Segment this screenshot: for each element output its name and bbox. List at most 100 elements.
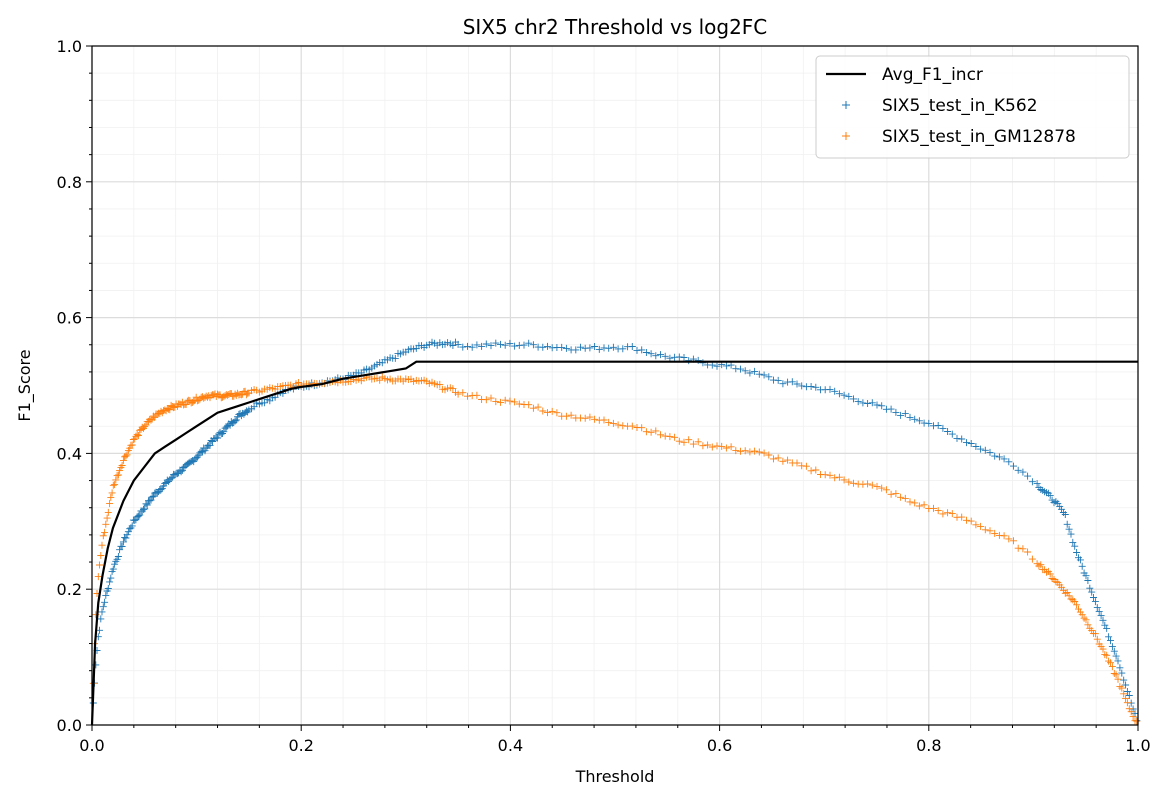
series-point-six5-test-in-gm12878 [497, 398, 504, 406]
series-point-six5-test-in-k562 [1033, 480, 1041, 488]
axis-ticks: 0.0 0.2 0.4 0.6 0.8 1.0 0.0 0.2 0.4 0.6 0.8 1.0 [57, 37, 1151, 755]
series-six5-test-in-k562 [88, 338, 1141, 729]
series-point-six5-test-in-k562 [1088, 588, 1096, 596]
series-point-six5-test-in-gm12878 [826, 471, 834, 479]
series-point-six5-test-in-gm12878 [1069, 596, 1077, 604]
series-point-six5-test-in-k562 [991, 452, 999, 460]
series-avg-f1-incr [90, 360, 1138, 726]
series-point-six5-test-in-k562 [497, 340, 504, 348]
series-point-six5-test-in-k562 [99, 603, 107, 611]
series-point-six5-test-in-gm12878 [605, 418, 613, 426]
series-point-six5-test-in-k562 [788, 378, 796, 386]
series-point-six5-test-in-gm12878 [864, 480, 872, 488]
series-point-six5-test-in-k562 [746, 369, 754, 377]
series-point-six5-test-in-k562 [124, 528, 132, 536]
series-point-six5-test-in-gm12878 [991, 529, 999, 537]
series-point-six5-test-in-gm12878 [642, 428, 650, 436]
series-point-six5-test-in-k562 [511, 342, 519, 350]
series-point-six5-test-in-gm12878 [821, 471, 829, 479]
series-point-six5-test-in-gm12878 [1093, 635, 1101, 643]
series-point-six5-test-in-gm12878 [123, 451, 131, 459]
series-point-six5-test-in-k562 [1122, 681, 1130, 689]
series-point-six5-test-in-gm12878 [1082, 616, 1090, 624]
series-point-six5-test-in-k562 [967, 440, 975, 447]
series-point-six5-test-in-k562 [845, 392, 853, 400]
series-point-six5-test-in-k562 [1086, 584, 1094, 592]
series-point-six5-test-in-k562 [459, 343, 467, 351]
series-point-six5-test-in-k562 [153, 489, 161, 497]
series-point-six5-test-in-gm12878 [1120, 690, 1128, 698]
series-point-six5-test-in-gm12878 [746, 448, 754, 456]
series-point-six5-test-in-k562 [1108, 643, 1116, 651]
y-tick-label: 0.6 [57, 309, 82, 328]
series-point-six5-test-in-gm12878 [1103, 651, 1111, 659]
series-point-six5-test-in-gm12878 [882, 486, 890, 494]
series-point-six5-test-in-k562 [104, 585, 112, 592]
series-point-six5-test-in-gm12878 [1101, 651, 1109, 659]
series-point-six5-test-in-gm12878 [1037, 561, 1045, 569]
series-point-six5-test-in-k562 [98, 608, 106, 616]
series-point-six5-test-in-k562 [755, 370, 763, 378]
series-point-six5-test-in-k562 [501, 341, 509, 349]
series-point-six5-test-in-k562 [1073, 549, 1081, 556]
series-point-six5-test-in-gm12878 [1019, 545, 1027, 553]
series-point-six5-test-in-gm12878 [708, 443, 716, 451]
series-point-six5-test-in-k562 [473, 341, 481, 349]
series-point-six5-test-in-gm12878 [1024, 548, 1032, 556]
legend-swatch-six5-test-in-gm12878 [842, 132, 850, 140]
series-point-six5-test-in-k562 [675, 353, 683, 361]
series-point-six5-test-in-gm12878 [1131, 717, 1139, 725]
series-point-six5-test-in-k562 [482, 340, 490, 348]
x-tick-label: 0.4 [498, 736, 523, 755]
series-point-six5-test-in-k562 [859, 399, 867, 407]
series-point-six5-test-in-gm12878 [116, 466, 124, 474]
series-point-six5-test-in-k562 [506, 339, 514, 347]
series-point-six5-test-in-gm12878 [112, 476, 120, 484]
series-point-six5-test-in-k562 [1076, 556, 1084, 564]
series-point-six5-test-in-gm12878 [770, 455, 777, 463]
series-point-six5-test-in-gm12878 [118, 462, 126, 469]
series-point-six5-test-in-gm12878 [638, 424, 646, 432]
plot-frame [91, 45, 1139, 726]
series-point-six5-test-in-k562 [391, 354, 399, 362]
series-point-six5-test-in-gm12878 [699, 442, 707, 450]
series-point-six5-test-in-k562 [1028, 478, 1036, 486]
series-point-six5-test-in-k562 [558, 343, 566, 351]
series-point-six5-test-in-k562 [118, 543, 126, 550]
series-point-six5-test-in-k562 [143, 501, 151, 509]
series-point-six5-test-in-k562 [106, 578, 114, 586]
series-point-six5-test-in-k562 [454, 340, 462, 348]
series-point-six5-test-in-gm12878 [99, 532, 107, 540]
series-point-six5-test-in-gm12878 [1084, 621, 1092, 629]
series-point-six5-test-in-gm12878 [107, 493, 115, 501]
series-point-six5-test-in-gm12878 [586, 413, 594, 421]
series-point-six5-test-in-k562 [944, 428, 952, 435]
series-point-six5-test-in-gm12878 [1088, 627, 1096, 635]
series-point-six5-test-in-gm12878 [1116, 683, 1124, 691]
series-point-six5-test-in-gm12878 [958, 513, 966, 521]
series-point-six5-test-in-gm12878 [1080, 614, 1088, 622]
series-point-six5-test-in-k562 [628, 343, 636, 350]
series-point-six5-test-in-gm12878 [741, 447, 749, 455]
series-point-six5-test-in-k562 [572, 346, 580, 354]
series-point-six5-test-in-gm12878 [1112, 671, 1120, 679]
series-point-six5-test-in-k562 [760, 371, 768, 379]
series-point-six5-test-in-gm12878 [812, 466, 820, 474]
series-point-six5-test-in-gm12878 [464, 392, 471, 400]
series-point-six5-test-in-k562 [652, 352, 660, 360]
series-point-six5-test-in-k562 [1069, 538, 1077, 546]
series-point-six5-test-in-gm12878 [119, 456, 127, 464]
series-point-six5-test-in-k562 [529, 341, 537, 349]
series-point-six5-test-in-gm12878 [449, 385, 457, 393]
series-point-six5-test-in-k562 [1005, 458, 1013, 466]
series-point-six5-test-in-k562 [864, 400, 872, 407]
series-point-six5-test-in-gm12878 [190, 397, 198, 405]
series-point-six5-test-in-k562 [1120, 676, 1128, 684]
series-point-six5-test-in-gm12878 [1127, 708, 1135, 716]
series-point-six5-test-in-gm12878 [534, 403, 542, 411]
series-point-six5-test-in-gm12878 [680, 438, 688, 446]
series-point-six5-test-in-gm12878 [567, 411, 575, 419]
series-point-six5-test-in-gm12878 [473, 391, 481, 399]
series-point-six5-test-in-k562 [925, 419, 933, 427]
series-point-six5-test-in-gm12878 [671, 433, 679, 441]
